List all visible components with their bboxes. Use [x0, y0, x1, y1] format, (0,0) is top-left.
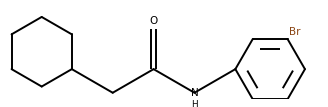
Text: N: N	[191, 88, 198, 98]
Text: H: H	[191, 100, 198, 107]
Text: Br: Br	[289, 27, 301, 36]
Text: O: O	[150, 16, 158, 26]
